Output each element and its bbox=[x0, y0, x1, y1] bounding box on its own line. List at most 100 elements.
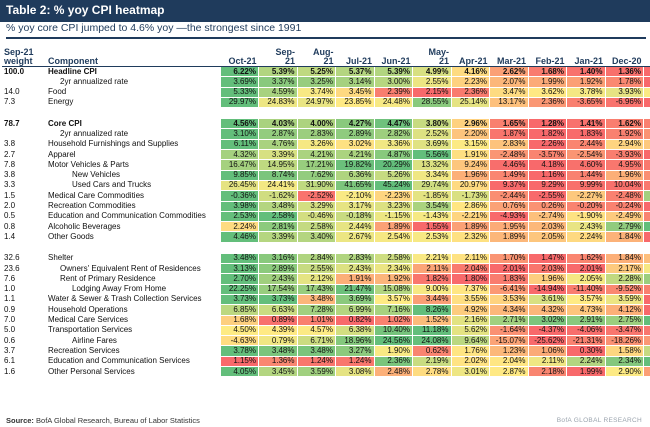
source-note: Source: BofA Global Research, Bureau of … bbox=[6, 416, 200, 425]
table-row: 0.9 Household Operations 6.85% 6.63% 7.28% 6.… bbox=[2, 304, 650, 316]
weight-cell: 78.7 bbox=[4, 118, 20, 128]
value-cell: 1.24% bbox=[335, 355, 375, 368]
value-cell: 3.59% bbox=[296, 366, 336, 378]
value-cell: -16.98% bbox=[643, 335, 650, 347]
value-cell: 1.89% bbox=[489, 231, 529, 243]
value-cell: 4.46% bbox=[489, 159, 529, 171]
value-cell: 3.00% bbox=[373, 76, 413, 88]
value-cell: 3.47% bbox=[489, 86, 529, 98]
value-cell: 0.79% bbox=[258, 335, 298, 347]
value-cell: 2.58% bbox=[373, 252, 413, 265]
value-cell: 10.04% bbox=[604, 179, 644, 192]
value-cell: -1.73% bbox=[450, 190, 490, 202]
value-cell: 2.11% bbox=[412, 263, 452, 275]
value-cell: 2.70% bbox=[219, 273, 259, 285]
month-header-line2: Jan-21 bbox=[574, 56, 603, 66]
value-cell: -2.27% bbox=[566, 190, 606, 202]
value-cell: 4.21% bbox=[296, 149, 336, 161]
value-cell: -10.79% bbox=[643, 283, 650, 295]
value-cell: 2.20% bbox=[450, 128, 490, 140]
row-spacer bbox=[2, 242, 650, 253]
value-cell: 3.02% bbox=[335, 138, 375, 151]
value-cell: 4.21% bbox=[335, 149, 375, 161]
value-cell: 2.24% bbox=[566, 355, 606, 368]
value-cell: 9.99% bbox=[566, 179, 606, 192]
value-cell: 4.16% bbox=[450, 65, 490, 78]
value-cell: 3.22% bbox=[643, 314, 650, 326]
weight-cell: 7.0 bbox=[4, 315, 16, 325]
value-cell: 3.48% bbox=[258, 345, 298, 357]
value-cell: 2.45% bbox=[643, 273, 650, 285]
value-cell: 3.69% bbox=[412, 138, 452, 151]
value-cell: 2.04% bbox=[489, 355, 529, 368]
value-cell: 3.78% bbox=[566, 86, 606, 98]
value-cell: -2.23% bbox=[373, 190, 413, 202]
value-cell: 1.24% bbox=[296, 355, 336, 368]
value-cell: 24.48% bbox=[373, 96, 413, 109]
month-header: Dec-20 bbox=[605, 40, 644, 67]
value-cell: 4.60% bbox=[566, 159, 606, 171]
value-cell: 2.55% bbox=[296, 263, 336, 275]
month-header: Feb-21 bbox=[528, 40, 567, 67]
table-row: 32.6 Shelter 3.48% 3.16% 2.84% 2.83% 2.58% 2.21… bbox=[2, 252, 650, 265]
value-cell: 4.56% bbox=[219, 118, 259, 130]
value-cell: 2.87% bbox=[643, 138, 650, 151]
value-cell: 5.39% bbox=[258, 65, 298, 78]
weight-cell: 3.8 bbox=[4, 170, 16, 180]
month-header-line2: 21 bbox=[438, 56, 449, 66]
value-cell: 2.04% bbox=[450, 263, 490, 275]
weight-header: Sep-21 weight bbox=[2, 40, 46, 67]
value-cell: 4.57% bbox=[296, 324, 336, 337]
table-row: 0.5 Education and Communication Commoditi… bbox=[2, 210, 650, 223]
value-cell: 3.34% bbox=[412, 169, 452, 181]
component-cell: Recreation Services bbox=[48, 345, 120, 355]
component-cell: Medical Care Services bbox=[48, 315, 129, 325]
value-cell: 1.99% bbox=[643, 128, 650, 140]
value-cell: 2.43% bbox=[566, 221, 606, 233]
value-cell: 3.45% bbox=[335, 86, 375, 98]
month-header-line1: May- bbox=[428, 47, 449, 57]
month-header-line2: 21 bbox=[323, 56, 334, 66]
month-header-line2: Dec-20 bbox=[611, 56, 642, 66]
component-cell: 2yr annualized rate bbox=[60, 128, 129, 138]
value-cell: 4.00% bbox=[296, 118, 336, 130]
table-row: 7.0 Medical Care Services 1.68% 0.89% 1.01% 0… bbox=[2, 314, 650, 326]
value-cell: -25.62% bbox=[527, 335, 567, 347]
value-cell: -4.37% bbox=[527, 324, 567, 337]
value-cell: 1.36% bbox=[604, 65, 644, 78]
value-cell: 1.06% bbox=[527, 345, 567, 357]
value-cell: -1.62% bbox=[258, 190, 298, 202]
value-cell: 1.96% bbox=[450, 169, 490, 181]
value-cell: 2.89% bbox=[258, 263, 298, 275]
value-cell: 5.33% bbox=[219, 86, 259, 98]
value-cell: -1.85% bbox=[412, 190, 452, 202]
value-cell: 1.92% bbox=[604, 128, 644, 140]
value-cell: 2.71% bbox=[489, 314, 529, 326]
month-header: Jan-21 bbox=[566, 40, 605, 67]
value-cell: 3.61% bbox=[527, 293, 567, 306]
value-cell: 4.12% bbox=[604, 304, 644, 316]
month-header: Mar-21 bbox=[489, 40, 528, 67]
value-cell: 1.65% bbox=[643, 118, 650, 130]
value-cell: 0.62% bbox=[412, 345, 452, 357]
value-cell: 4.34% bbox=[489, 304, 529, 316]
value-cell: 1.49% bbox=[489, 169, 529, 181]
value-cell: 3.39% bbox=[258, 231, 298, 243]
value-cell: -3.65% bbox=[566, 96, 606, 109]
value-cell: 1.99% bbox=[566, 366, 606, 378]
value-cell: 14.95% bbox=[258, 159, 298, 171]
table-row: 2.7 Apparel 4.32% 3.39% 4.21% 4.21% 4.87% 5.56%… bbox=[2, 149, 650, 161]
component-cell: Apparel bbox=[48, 149, 76, 159]
value-cell: 29.97% bbox=[219, 96, 259, 109]
month-header-line2: Jul-21 bbox=[345, 56, 372, 66]
table-row: 1.0 Lodging Away From Home 22.25% 17.54% 17.… bbox=[2, 283, 650, 295]
value-cell: 28.55% bbox=[412, 96, 452, 109]
value-cell: 2.43% bbox=[258, 273, 298, 285]
value-cell: 2.36% bbox=[527, 96, 567, 109]
value-cell: 9.29% bbox=[527, 179, 567, 192]
value-cell: 3.02% bbox=[527, 314, 567, 326]
value-cell: 3.73% bbox=[258, 293, 298, 306]
value-cell: 4.05% bbox=[219, 366, 259, 378]
component-cell: Transportation Services bbox=[48, 325, 133, 335]
value-cell: 3.62% bbox=[527, 86, 567, 98]
